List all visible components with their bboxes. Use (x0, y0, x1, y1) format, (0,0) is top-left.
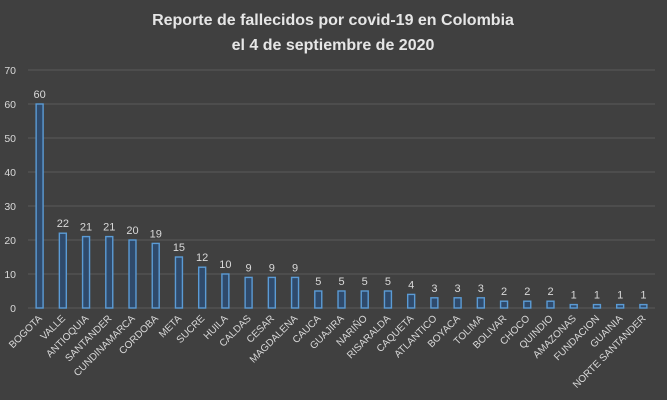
data-label: 20 (126, 225, 138, 237)
bar (615, 303, 625, 309)
bar (499, 300, 509, 309)
data-label: 1 (617, 290, 623, 302)
bar (476, 297, 486, 309)
data-label: 2 (524, 286, 530, 298)
y-tick-label: 0 (10, 303, 16, 315)
y-tick-label: 20 (4, 235, 16, 247)
data-label: 19 (150, 228, 162, 240)
x-axis-categories: BOGOTAVALLEANTIOQUIASANTANDERCUNDINAMARC… (7, 312, 648, 391)
data-label: 60 (33, 89, 45, 101)
data-label: 9 (292, 262, 298, 274)
y-tick-label: 50 (4, 133, 16, 145)
bar (430, 297, 439, 309)
data-label: 5 (362, 276, 368, 288)
bar (267, 276, 277, 309)
y-tick-label: 30 (4, 201, 16, 213)
data-label: 5 (385, 276, 391, 288)
bar (290, 276, 300, 309)
y-axis-ticks: 0 10 20 30 40 50 60 70 (4, 65, 16, 315)
bar (174, 256, 184, 309)
data-label: 22 (57, 218, 69, 230)
bar (453, 297, 462, 309)
data-label: 10 (219, 259, 231, 271)
bar (151, 242, 160, 309)
bars (35, 103, 648, 309)
bar (197, 266, 207, 309)
bar (360, 290, 369, 309)
bar (35, 103, 44, 309)
data-label: 9 (246, 262, 252, 274)
data-label: 1 (594, 290, 600, 302)
bar (58, 232, 68, 309)
data-label: 9 (269, 262, 275, 274)
data-label: 1 (571, 290, 577, 302)
y-tick-label: 60 (4, 99, 16, 111)
data-label: 21 (80, 222, 92, 234)
data-label: 15 (173, 242, 185, 254)
bar (639, 303, 648, 309)
bar (592, 303, 602, 309)
data-label: 3 (478, 283, 484, 295)
bar (81, 235, 91, 309)
bar (569, 303, 578, 309)
chart-title-line-2: el 4 de septiembre de 2020 (232, 37, 435, 54)
bar (383, 290, 393, 309)
data-label: 3 (431, 283, 437, 295)
data-label: 2 (501, 286, 507, 298)
data-label: 5 (315, 276, 321, 288)
gridlines (28, 69, 655, 309)
data-label: 3 (455, 283, 461, 295)
bar (221, 273, 230, 309)
bar (523, 300, 532, 309)
bar (546, 300, 555, 309)
y-tick-label: 40 (4, 167, 16, 179)
chart-title-line-1: Reporte de fallecidos por covid-19 en Co… (152, 12, 514, 29)
bar (105, 235, 114, 309)
x-tick-label: BOGOTA (7, 313, 45, 351)
data-label: 4 (408, 279, 414, 291)
y-tick-label: 70 (4, 65, 16, 77)
bar (406, 293, 416, 309)
data-label: 5 (338, 276, 344, 288)
data-label: 2 (547, 286, 553, 298)
y-tick-label: 10 (4, 269, 16, 281)
data-label: 1 (640, 290, 646, 302)
data-label: 21 (103, 222, 115, 234)
data-label: 12 (196, 252, 208, 264)
bar (128, 239, 137, 309)
bar (244, 276, 253, 309)
bar (337, 290, 346, 309)
bar (314, 290, 323, 309)
